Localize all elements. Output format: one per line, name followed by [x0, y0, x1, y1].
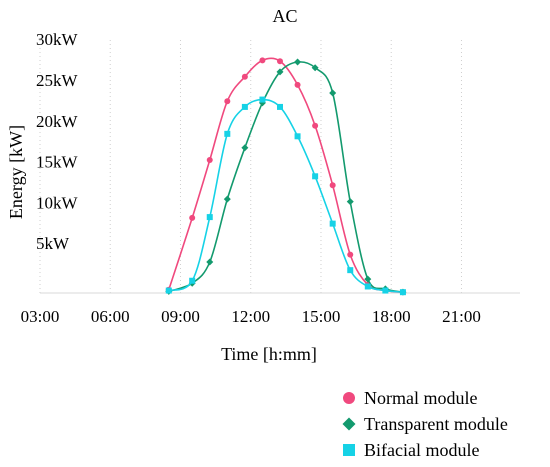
data-point [294, 133, 301, 140]
x-tick-label: 21:00 [442, 307, 481, 326]
x-tick-label: 15:00 [302, 307, 341, 326]
data-point [276, 68, 284, 76]
data-point [399, 289, 406, 296]
y-axis: 5kW 10kW 15kW 20kW 25kW 30kW [36, 30, 79, 253]
x-tick-label: 18:00 [372, 307, 411, 326]
legend-marker-square [343, 444, 355, 456]
data-point [189, 214, 196, 221]
grid-lines [39, 40, 462, 293]
legend-item: Normal module [343, 388, 477, 408]
data-point [294, 58, 302, 66]
data-point [241, 144, 249, 152]
data-point [206, 156, 213, 163]
plot-series [165, 57, 407, 296]
data-point [329, 220, 336, 227]
x-tick-label: 12:00 [231, 307, 270, 326]
x-axis-title: Time [h:mm] [221, 344, 317, 364]
x-tick-label: 03:00 [21, 307, 60, 326]
legend-item: Bifacial module [343, 440, 479, 460]
series-line [168, 61, 404, 293]
data-point [364, 283, 371, 290]
data-point [347, 267, 354, 274]
legend-item: Transparent module [342, 414, 508, 434]
data-point [312, 173, 319, 180]
series-line [168, 57, 403, 293]
data-point [189, 277, 196, 284]
x-tick-label: 09:00 [161, 307, 200, 326]
data-point [347, 251, 354, 258]
data-point [277, 58, 283, 65]
y-tick-label: 25kW [36, 71, 79, 90]
x-axis: 03:00 06:00 09:00 12:00 15:00 18:00 21:00 [21, 307, 481, 326]
y-tick-label: 20kW [36, 112, 79, 131]
legend-label: Bifacial module [364, 440, 479, 460]
y-tick-label: 5kW [36, 234, 70, 253]
data-point [277, 103, 283, 110]
legend-label: Transparent module [364, 414, 508, 434]
series-transparent-module [165, 58, 407, 296]
data-point [329, 182, 336, 189]
legend-marker-diamond [342, 417, 356, 431]
data-point [346, 198, 354, 206]
legend: Normal module Transparent module Bifacial … [342, 388, 508, 460]
data-point [224, 130, 231, 137]
data-point [329, 89, 337, 97]
series-normal-module [165, 57, 406, 296]
data-point [223, 195, 231, 203]
x-tick-label: 06:00 [91, 307, 130, 326]
y-tick-label: 30kW [36, 30, 79, 49]
legend-label: Normal module [364, 388, 477, 408]
series-line [168, 98, 403, 293]
data-point [206, 214, 213, 221]
y-axis-title: Energy [kW] [6, 125, 26, 219]
data-point [312, 122, 319, 129]
data-point [224, 98, 231, 105]
data-point [364, 275, 372, 283]
data-point [165, 287, 172, 294]
data-point [259, 57, 266, 64]
data-point [294, 81, 301, 88]
chart-title: AC [272, 6, 297, 26]
data-point [382, 287, 389, 294]
data-point [241, 103, 248, 110]
y-tick-label: 15kW [36, 153, 79, 172]
series-bifacial-module [165, 96, 406, 296]
data-point [241, 73, 248, 80]
data-point [311, 64, 319, 72]
data-point [259, 96, 266, 103]
data-point [206, 258, 214, 266]
legend-marker-circle [343, 392, 355, 404]
y-tick-label: 10kW [36, 193, 79, 212]
